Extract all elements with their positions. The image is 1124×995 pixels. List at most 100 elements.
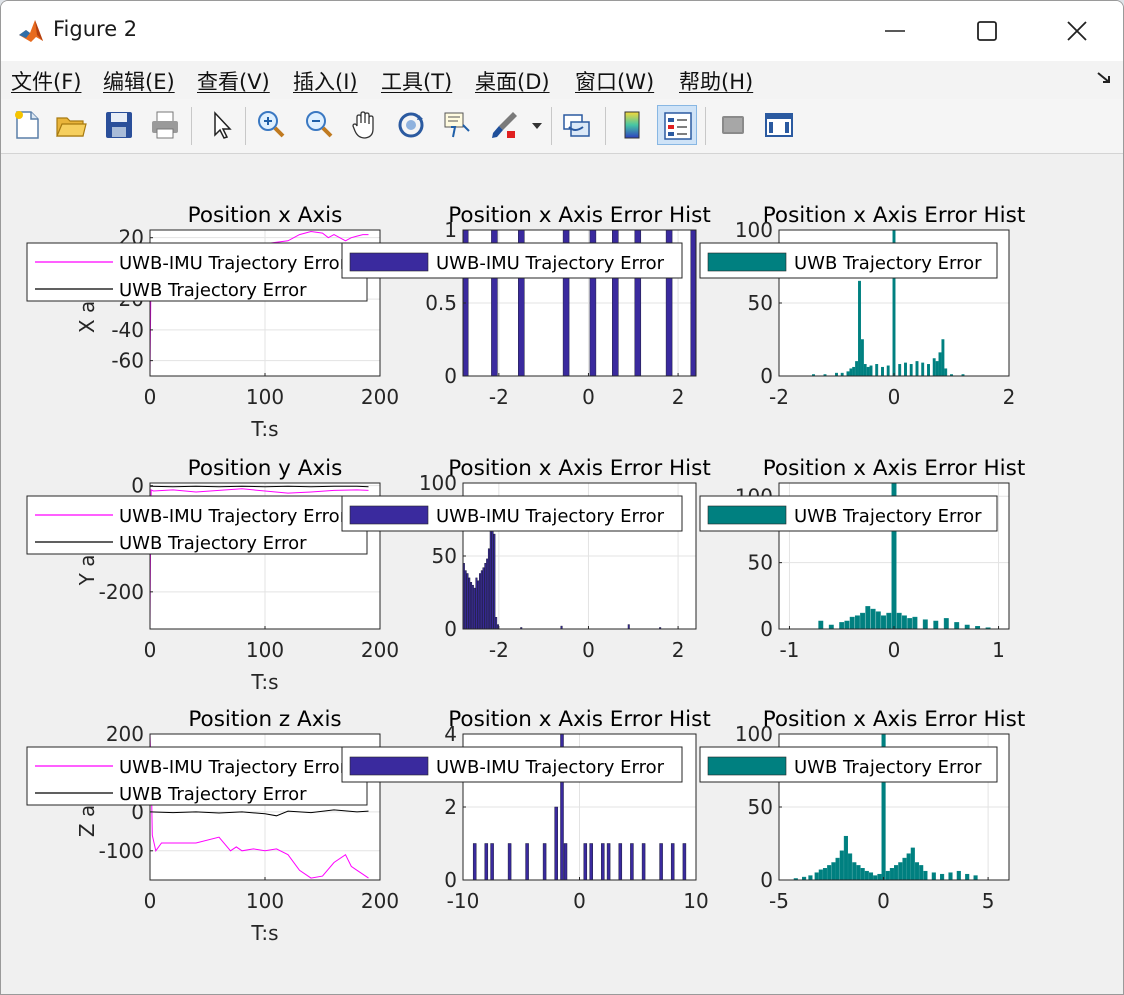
x-tick-label: 2 (672, 638, 685, 662)
subplot-title: Position x Axis Error Hist (763, 707, 1026, 732)
hist-bar (863, 364, 867, 376)
matlab-logo-icon (17, 17, 45, 45)
zoom-in-button[interactable] (251, 105, 291, 145)
legend: UWB-IMU Trajectory Error UWB Trajectory E… (26, 242, 368, 302)
save-button[interactable] (99, 105, 139, 145)
legend-box (26, 495, 368, 555)
hist-bar (873, 875, 878, 880)
link-plot-button[interactable] (557, 105, 597, 145)
menu-desktop[interactable]: 桌面(D) (475, 70, 550, 94)
hist-bar (659, 627, 662, 629)
y-tick-label: 0 (444, 617, 457, 641)
hist-bar (840, 372, 844, 376)
plot-area (793, 734, 978, 880)
zoom-out-icon (306, 111, 333, 138)
hist-bar (493, 533, 496, 629)
hist-bar (823, 374, 827, 376)
legend-entry-label: UWB Trajectory Error (119, 784, 307, 805)
minimize-icon (885, 30, 905, 32)
legend: UWB-IMU Trajectory Error UWB Trajectory E… (26, 495, 368, 555)
colorbar-button[interactable] (613, 105, 653, 145)
hist-bar (855, 361, 859, 376)
hist-bar (466, 573, 469, 629)
legend-entry-label: UWB-IMU Trajectory Error (119, 253, 348, 274)
hist-bar (634, 230, 642, 376)
hist-bar (839, 850, 844, 880)
colorbar-icon (624, 111, 640, 139)
rotate-button[interactable] (391, 105, 431, 145)
show-tools-button[interactable] (759, 105, 799, 145)
menu-view[interactable]: 查看(V) (197, 70, 270, 94)
plot-area (150, 485, 369, 629)
open-button[interactable] (51, 105, 91, 145)
pan-button[interactable] (345, 105, 385, 145)
zoom-out-button[interactable] (299, 105, 339, 145)
hist-bar (933, 620, 939, 629)
menu-tools[interactable]: 工具(T) (381, 70, 453, 94)
x-tick-label: 0 (573, 889, 586, 913)
pointer-button[interactable] (201, 105, 241, 145)
x-tick-label: 0 (144, 889, 157, 913)
hist-bar (943, 618, 949, 629)
data-cursor-button[interactable] (437, 105, 477, 145)
hist-bar (473, 587, 476, 629)
x-tick-label: 0 (888, 385, 901, 409)
close-button[interactable] (1031, 1, 1123, 61)
hist-bar (486, 558, 489, 629)
print-button[interactable] (145, 105, 185, 145)
legend-button[interactable] (657, 105, 697, 145)
brush-dropdown[interactable] (527, 105, 547, 145)
hist-bar (484, 563, 487, 629)
hist-bar (906, 853, 911, 880)
y-tick-label: 0 (760, 868, 773, 892)
zoom-in-icon (258, 111, 285, 138)
pointer-arrow-icon (214, 111, 232, 139)
hide-tools-button[interactable] (713, 105, 753, 145)
legend-patch-swatch (349, 756, 429, 776)
maximize-button[interactable] (941, 1, 1033, 61)
y-tick-label: 0 (760, 617, 773, 641)
hist-bar (468, 577, 471, 629)
hist-bar (852, 366, 856, 376)
menu-window[interactable]: 窗口(W) (575, 70, 655, 94)
hist-bar (471, 584, 474, 629)
x-tick-label: 0 (582, 385, 595, 409)
data-cursor-icon (444, 112, 470, 138)
x-tick-label: 200 (361, 889, 399, 913)
legend: UWB Trajectory Error (699, 746, 998, 783)
menu-file[interactable]: 文件(F) (11, 70, 82, 94)
series-line-2 (150, 485, 369, 488)
hist-bar (914, 862, 920, 880)
x-tick-label: -2 (489, 638, 509, 662)
brush-button[interactable] (485, 105, 525, 145)
y-tick-label: 0 (760, 364, 773, 388)
new-figure-button[interactable] (7, 105, 47, 145)
minimize-button[interactable] (849, 1, 941, 61)
hist-bar (854, 615, 860, 629)
legend-entry-label: UWB-IMU Trajectory Error (436, 757, 665, 778)
hist-bar (490, 843, 494, 880)
hist-bar (843, 835, 848, 880)
menu-edit[interactable]: 编辑(E) (103, 70, 175, 94)
hist-bar (875, 364, 879, 376)
hist-bar (985, 627, 991, 629)
hist-bar (886, 612, 892, 629)
legend-patch-swatch (707, 756, 787, 776)
hist-bar (954, 622, 960, 629)
dock-arrow-icon[interactable] (1095, 69, 1113, 87)
y-tick-label: 50 (748, 551, 773, 575)
x-axis-label: T:s (250, 417, 278, 441)
hist-bar (848, 853, 853, 880)
y-tick-label: -40 (111, 318, 144, 342)
hist-bar (948, 872, 953, 880)
legend-box (26, 746, 368, 806)
hist-bar (690, 230, 696, 376)
menu-insert[interactable]: 插入(I) (293, 70, 358, 94)
legend-entry-label: UWB Trajectory Error (794, 757, 982, 778)
menu-help[interactable]: 帮助(H) (679, 70, 754, 94)
hist-bar (941, 339, 945, 376)
hist-bar (835, 857, 840, 880)
x-tick-label: 0 (144, 385, 157, 409)
